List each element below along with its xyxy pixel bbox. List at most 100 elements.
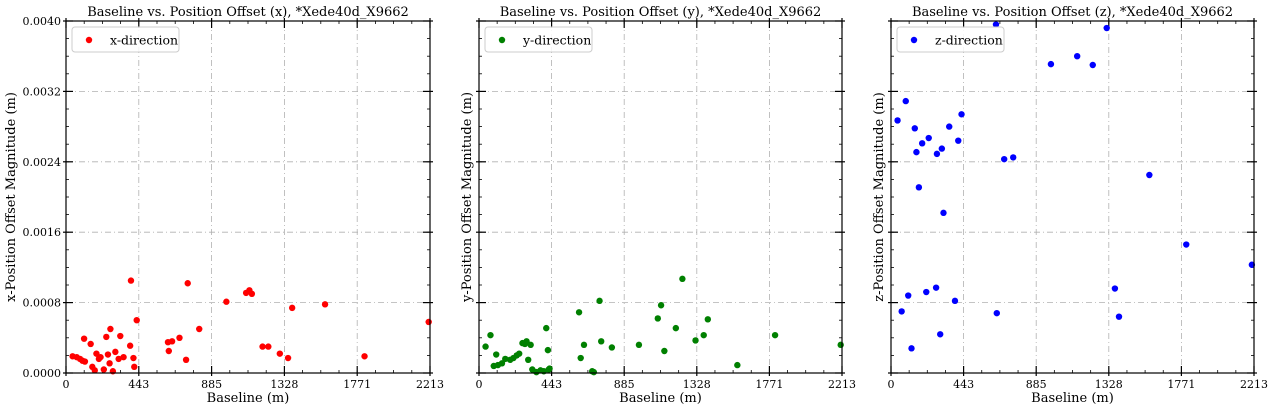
data-point: [103, 333, 110, 341]
data-point: [176, 334, 183, 341]
data-point: [654, 315, 661, 322]
data-point: [913, 148, 920, 156]
legend-label: y-direction: [522, 33, 591, 48]
data-point: [81, 358, 89, 365]
data-point: [196, 325, 203, 333]
data-point: [894, 117, 901, 124]
x-tick-label: 443: [953, 378, 974, 391]
data-point: [918, 140, 926, 147]
x-tick-label: 885: [614, 378, 635, 391]
data-point: [898, 308, 905, 315]
y-axis-label: x-Position Offset Magnitude (m): [4, 92, 19, 302]
data-point: [704, 316, 712, 323]
chart-panel-2: 0 443 885 1328 1771 2213 z-direction Baseline v…: [872, 5, 1268, 406]
chart-title: Baseline vs. Position Offset (z), *Xede4…: [912, 5, 1233, 20]
x-tick-label: 885: [1026, 378, 1047, 391]
data-point: [635, 341, 643, 349]
data-point: [940, 209, 947, 217]
x-tick-label: 1771: [1167, 378, 1195, 391]
x-tick-label: 2213: [828, 378, 856, 391]
data-point: [955, 137, 962, 144]
data-point: [958, 111, 965, 118]
y-tick-label: 0.0016: [23, 226, 62, 239]
data-point: [911, 125, 918, 132]
x-tick-label: 0: [888, 378, 895, 391]
data-point: [184, 280, 191, 287]
data-point: [596, 297, 603, 305]
legend-box: [896, 26, 1005, 53]
data-point: [1103, 24, 1110, 32]
data-point: [543, 324, 550, 332]
legend: z-direction: [896, 26, 1005, 53]
legend-marker: [85, 36, 93, 44]
data-point: [692, 337, 699, 344]
data-point: [276, 350, 284, 357]
data-point: [1000, 155, 1008, 163]
data-point: [1047, 60, 1055, 68]
data-point: [100, 366, 108, 373]
data-point: [425, 318, 432, 326]
data-point: [265, 343, 272, 350]
x-tick-label: 1771: [343, 378, 371, 391]
data-point: [182, 356, 190, 363]
plot-frame: [890, 20, 1255, 374]
x-tick-label: 1328: [1095, 378, 1123, 391]
data-point: [577, 354, 584, 362]
data-point: [925, 134, 932, 142]
x-tick-label: 2213: [1240, 378, 1268, 391]
x-tick-label: 1771: [755, 378, 783, 391]
data-point: [951, 297, 959, 305]
x-tick-label: 2213: [416, 378, 444, 391]
x-axis-label: Baseline (m): [619, 391, 702, 406]
data-point: [127, 277, 135, 284]
data-point: [527, 341, 534, 349]
data-point: [165, 347, 173, 355]
data-point: [902, 97, 909, 105]
data-point: [734, 361, 741, 369]
data-point: [525, 356, 532, 363]
x-tick-label: 0: [476, 378, 483, 391]
data-point: [915, 184, 923, 191]
data-point: [590, 368, 598, 376]
data-point: [168, 338, 176, 345]
data-point: [1115, 313, 1123, 320]
data-point: [575, 309, 583, 316]
data-point: [97, 353, 104, 361]
data-point: [284, 354, 292, 362]
plot-frame: [65, 20, 431, 374]
x-tick-label: 885: [201, 378, 222, 391]
data-point: [657, 302, 665, 309]
data-point: [923, 288, 930, 296]
data-point: [908, 345, 915, 352]
data-point: [117, 332, 124, 340]
data-point: [546, 365, 553, 372]
legend: y-direction: [484, 26, 593, 53]
x-tick-label: 443: [541, 378, 562, 391]
data-point: [679, 275, 686, 283]
data-point: [1089, 61, 1096, 69]
data-point: [80, 335, 88, 342]
data-point: [946, 123, 953, 130]
data-point: [993, 309, 1000, 317]
data-point: [837, 341, 844, 349]
data-point: [131, 363, 138, 371]
data-point: [938, 145, 946, 152]
y-axis-label: z-Position Offset Magnitude (m): [872, 92, 887, 302]
data-point: [771, 331, 779, 339]
data-point: [112, 348, 119, 356]
data-point: [515, 350, 523, 357]
x-tick-label: 443: [128, 378, 149, 391]
legend-box: [484, 26, 593, 53]
legend-label: x-direction: [110, 33, 178, 48]
x-axis-label: Baseline (m): [207, 391, 290, 406]
data-point: [107, 325, 114, 333]
data-point: [608, 344, 616, 351]
data-point: [248, 290, 256, 297]
data-point: [937, 331, 944, 338]
legend-box: [71, 26, 180, 53]
data-point: [223, 298, 230, 305]
data-point: [580, 341, 588, 349]
data-point: [120, 353, 127, 361]
chart-title: Baseline vs. Position Offset (y), *Xede4…: [500, 5, 822, 20]
